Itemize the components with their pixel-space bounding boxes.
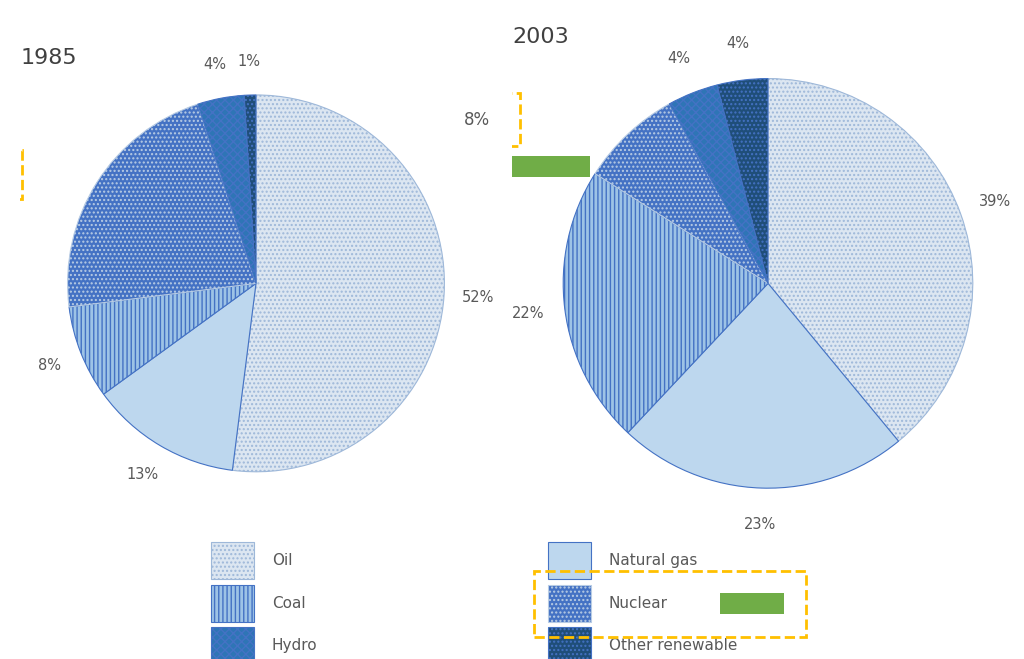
Wedge shape xyxy=(563,173,768,433)
Text: 39%: 39% xyxy=(979,194,1012,209)
FancyBboxPatch shape xyxy=(211,585,254,622)
Bar xyxy=(512,156,590,177)
FancyBboxPatch shape xyxy=(211,627,254,659)
Bar xyxy=(720,593,784,614)
Wedge shape xyxy=(717,78,768,283)
Wedge shape xyxy=(595,104,768,283)
Wedge shape xyxy=(670,85,768,283)
Wedge shape xyxy=(103,283,256,471)
FancyBboxPatch shape xyxy=(211,542,254,579)
FancyBboxPatch shape xyxy=(434,93,520,146)
Wedge shape xyxy=(198,96,256,283)
Text: Oil: Oil xyxy=(271,553,293,567)
Text: 4%: 4% xyxy=(203,57,226,72)
Text: 22%: 22% xyxy=(512,306,545,321)
FancyBboxPatch shape xyxy=(548,627,591,659)
Text: 4%: 4% xyxy=(668,51,690,66)
Text: Coal: Coal xyxy=(271,596,305,611)
Wedge shape xyxy=(232,95,444,472)
Text: 1%: 1% xyxy=(238,53,260,69)
Text: 52%: 52% xyxy=(462,290,494,305)
Text: Nuclear: Nuclear xyxy=(608,596,668,611)
Wedge shape xyxy=(244,95,256,283)
Text: 22%: 22% xyxy=(0,165,1,183)
Wedge shape xyxy=(69,283,256,394)
Text: Natural gas: Natural gas xyxy=(608,553,697,567)
Text: 1985: 1985 xyxy=(20,48,77,68)
Text: 4%: 4% xyxy=(726,36,750,51)
Text: 8%: 8% xyxy=(464,111,490,129)
Text: 2003: 2003 xyxy=(512,28,568,47)
Text: 23%: 23% xyxy=(744,517,776,532)
FancyBboxPatch shape xyxy=(548,585,591,622)
Text: Other renewable: Other renewable xyxy=(608,639,737,653)
Wedge shape xyxy=(768,78,973,441)
Text: 13%: 13% xyxy=(127,467,159,482)
Wedge shape xyxy=(68,104,256,307)
Wedge shape xyxy=(628,283,898,488)
Text: 8%: 8% xyxy=(38,358,60,373)
FancyBboxPatch shape xyxy=(548,542,591,579)
FancyBboxPatch shape xyxy=(0,150,23,198)
Text: Hydro: Hydro xyxy=(271,639,317,653)
